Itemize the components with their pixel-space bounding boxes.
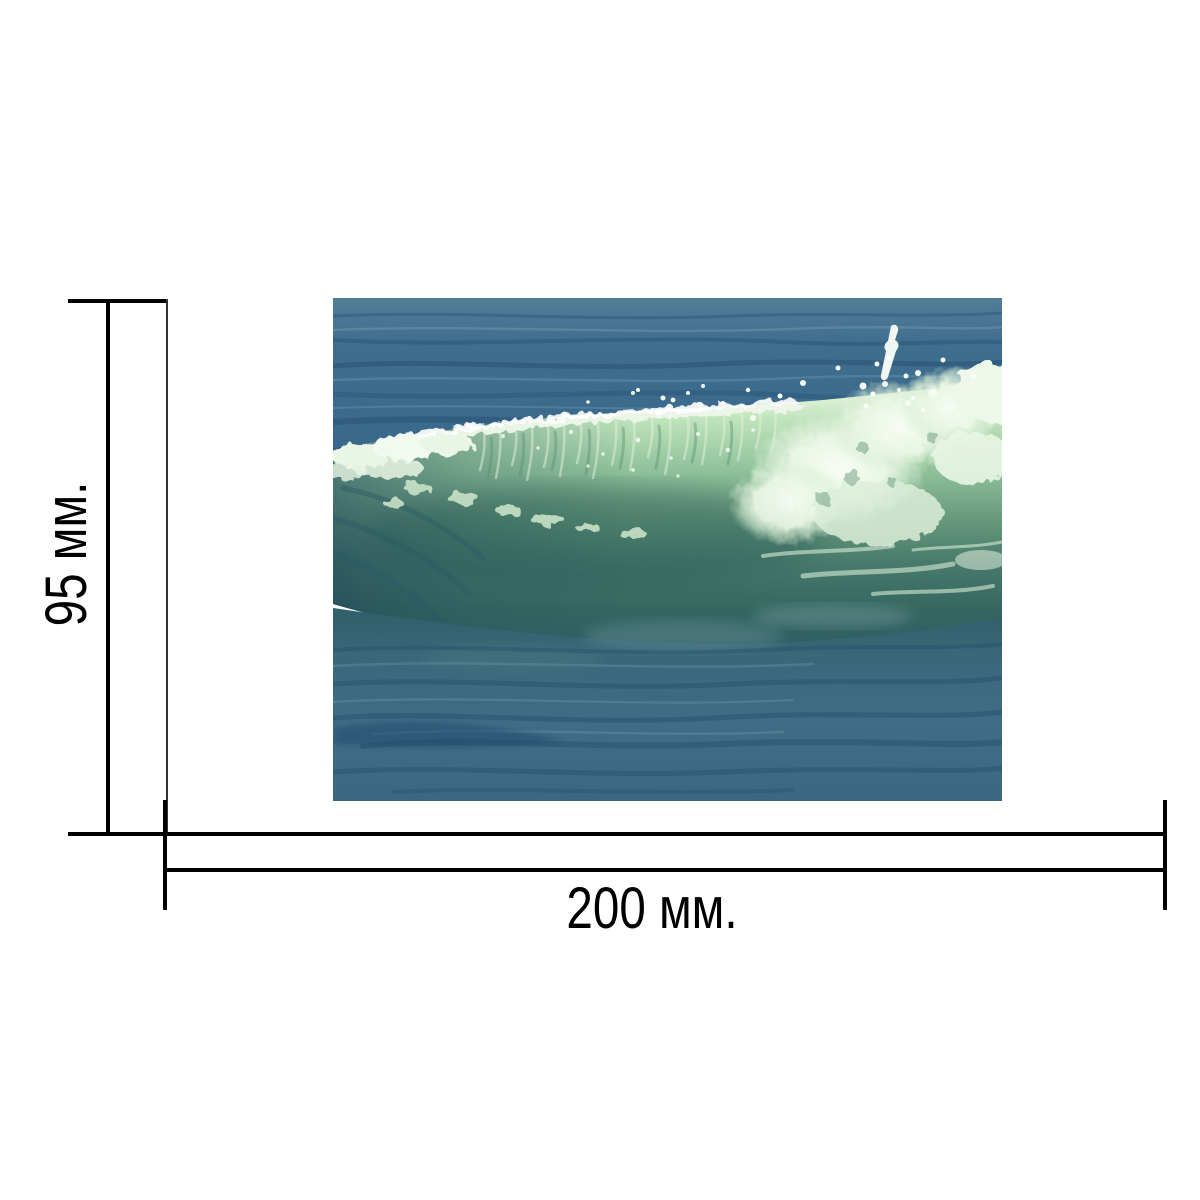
height-dimension-line [106, 299, 110, 836]
height-extension-line [166, 299, 168, 832]
height-dimension-top-tick [68, 299, 167, 303]
width-dimension-left-tick [163, 800, 167, 910]
width-dimension-label: 200 мм. [566, 876, 738, 941]
trough-foam [761, 540, 1002, 596]
width-dimension-right-tick [1163, 800, 1167, 910]
width-dimension-line [163, 868, 1167, 872]
bottom-extension-line [68, 832, 1166, 836]
wave-crest-foam [333, 398, 803, 539]
sea-foreground [333, 604, 1002, 801]
foam-splash [586, 324, 1002, 545]
splash-droplets [586, 355, 976, 421]
wave-photo [333, 298, 1002, 801]
wave-photo-graphic [333, 298, 1002, 801]
height-dimension-label: 95 мм. [34, 481, 99, 627]
spray-streak [863, 324, 925, 412]
